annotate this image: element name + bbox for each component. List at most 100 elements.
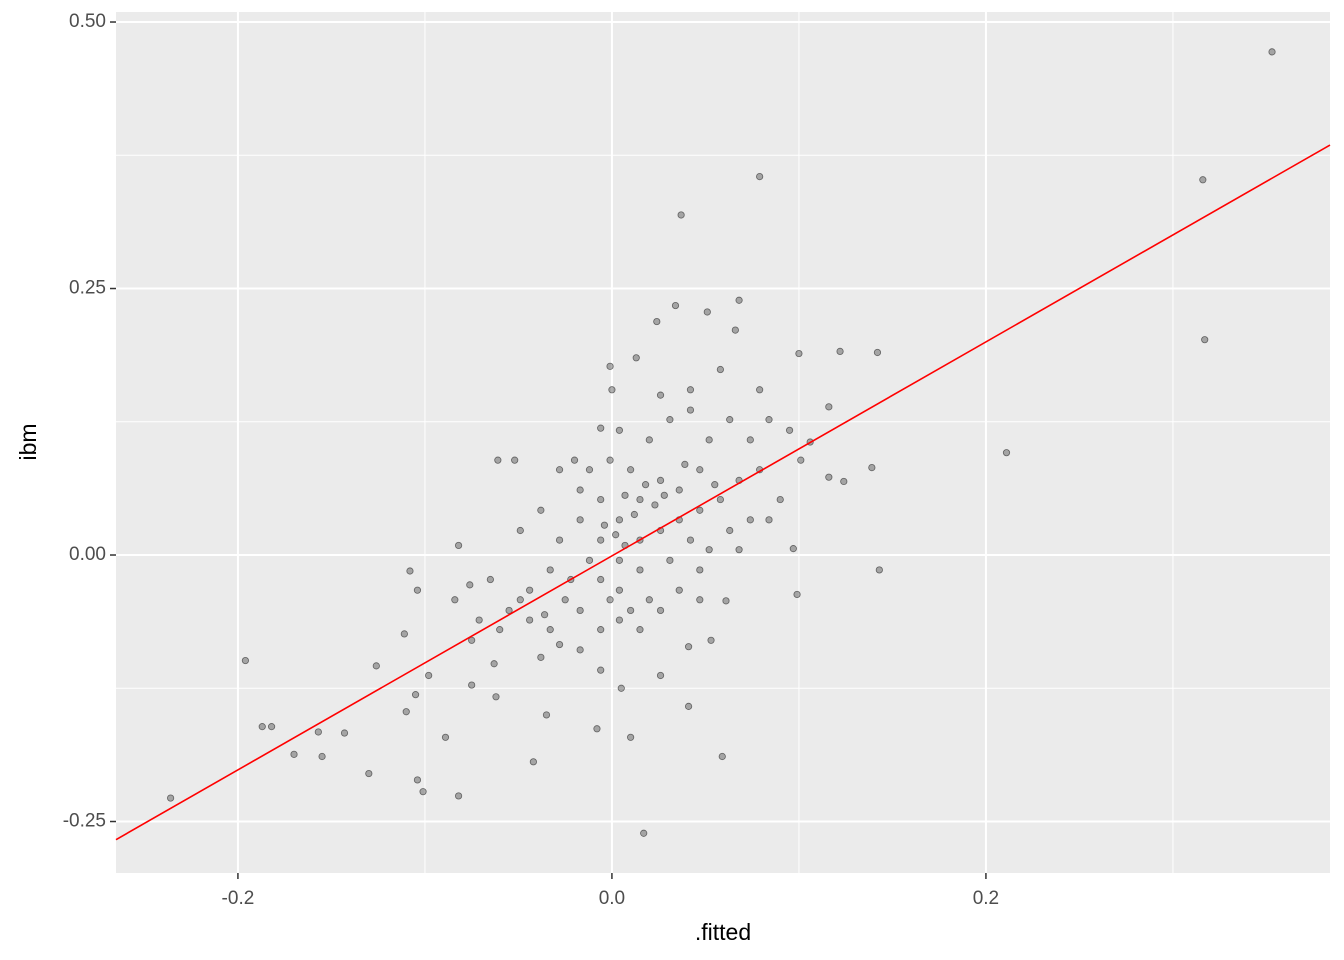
- point: [636, 626, 644, 634]
- point: [541, 611, 549, 619]
- point: [597, 575, 605, 584]
- point: [615, 616, 624, 624]
- point: [425, 671, 433, 680]
- point: [516, 596, 524, 604]
- point: [705, 436, 713, 444]
- point: [696, 566, 704, 574]
- point: [756, 172, 764, 181]
- point: [1002, 449, 1011, 457]
- point: [735, 546, 743, 554]
- x-tick-label: -0.2: [222, 888, 255, 909]
- point: [511, 456, 519, 464]
- marks: [115, 48, 1331, 841]
- point: [576, 486, 584, 494]
- point: [241, 656, 250, 665]
- y-tick-label: 0.50: [69, 11, 106, 32]
- point: [466, 581, 474, 589]
- point: [645, 436, 653, 444]
- point: [475, 616, 483, 624]
- point: [756, 386, 764, 394]
- point: [666, 556, 674, 564]
- x-tick-label: 0.0: [599, 888, 625, 909]
- point: [660, 491, 668, 499]
- point: [615, 516, 624, 524]
- point: [585, 556, 594, 564]
- point: [641, 481, 650, 489]
- point: [615, 556, 624, 564]
- point: [615, 426, 624, 434]
- point: [640, 829, 648, 837]
- point: [765, 516, 773, 524]
- point: [451, 596, 459, 604]
- point: [875, 566, 883, 574]
- point: [593, 725, 601, 733]
- point: [411, 691, 420, 699]
- point: [686, 386, 695, 394]
- point: [365, 769, 373, 778]
- point: [597, 626, 605, 634]
- point: [705, 546, 713, 554]
- point: [675, 486, 683, 494]
- point: [677, 211, 685, 219]
- point: [651, 501, 659, 509]
- point: [840, 477, 848, 486]
- point: [707, 636, 715, 644]
- point: [617, 684, 625, 692]
- point: [400, 630, 408, 638]
- point: [167, 794, 175, 802]
- x-tick-label: 0.2: [973, 888, 999, 909]
- point: [793, 590, 801, 599]
- x-axis-title: .fitted: [695, 919, 751, 945]
- point: [656, 476, 665, 484]
- point: [789, 545, 797, 553]
- point: [612, 531, 620, 539]
- point: [606, 362, 614, 370]
- point: [576, 606, 584, 615]
- point: [555, 536, 564, 544]
- point: [873, 348, 882, 357]
- point: [537, 506, 545, 514]
- point: [656, 671, 665, 680]
- point: [726, 526, 734, 535]
- point: [267, 723, 276, 731]
- point: [785, 426, 794, 434]
- point: [318, 752, 326, 761]
- point: [314, 728, 322, 736]
- point: [656, 606, 665, 615]
- point: [413, 776, 422, 784]
- point: [797, 456, 805, 464]
- point: [546, 626, 554, 634]
- point: [413, 586, 422, 594]
- trend-line: [115, 144, 1331, 841]
- point: [419, 788, 427, 796]
- point: [597, 536, 605, 544]
- point: [290, 750, 298, 758]
- point: [496, 626, 504, 634]
- point: [516, 526, 524, 535]
- plot-panel: [116, 12, 1330, 873]
- point: [686, 536, 695, 544]
- point: [505, 606, 513, 615]
- point: [615, 586, 624, 594]
- y-tick-label: -0.25: [63, 811, 106, 832]
- point: [492, 693, 500, 701]
- point: [795, 349, 803, 358]
- point: [696, 506, 704, 514]
- point: [608, 386, 616, 394]
- point: [490, 660, 498, 668]
- point: [526, 616, 534, 624]
- point: [825, 403, 833, 411]
- point: [711, 481, 719, 489]
- point: [666, 416, 674, 424]
- point: [546, 566, 554, 574]
- point: [684, 702, 693, 710]
- point: [597, 495, 605, 504]
- point: [486, 575, 494, 584]
- point: [671, 301, 680, 310]
- point: [703, 308, 711, 316]
- point: [656, 391, 665, 399]
- point: [1268, 48, 1276, 56]
- point: [632, 354, 640, 362]
- point: [576, 646, 584, 654]
